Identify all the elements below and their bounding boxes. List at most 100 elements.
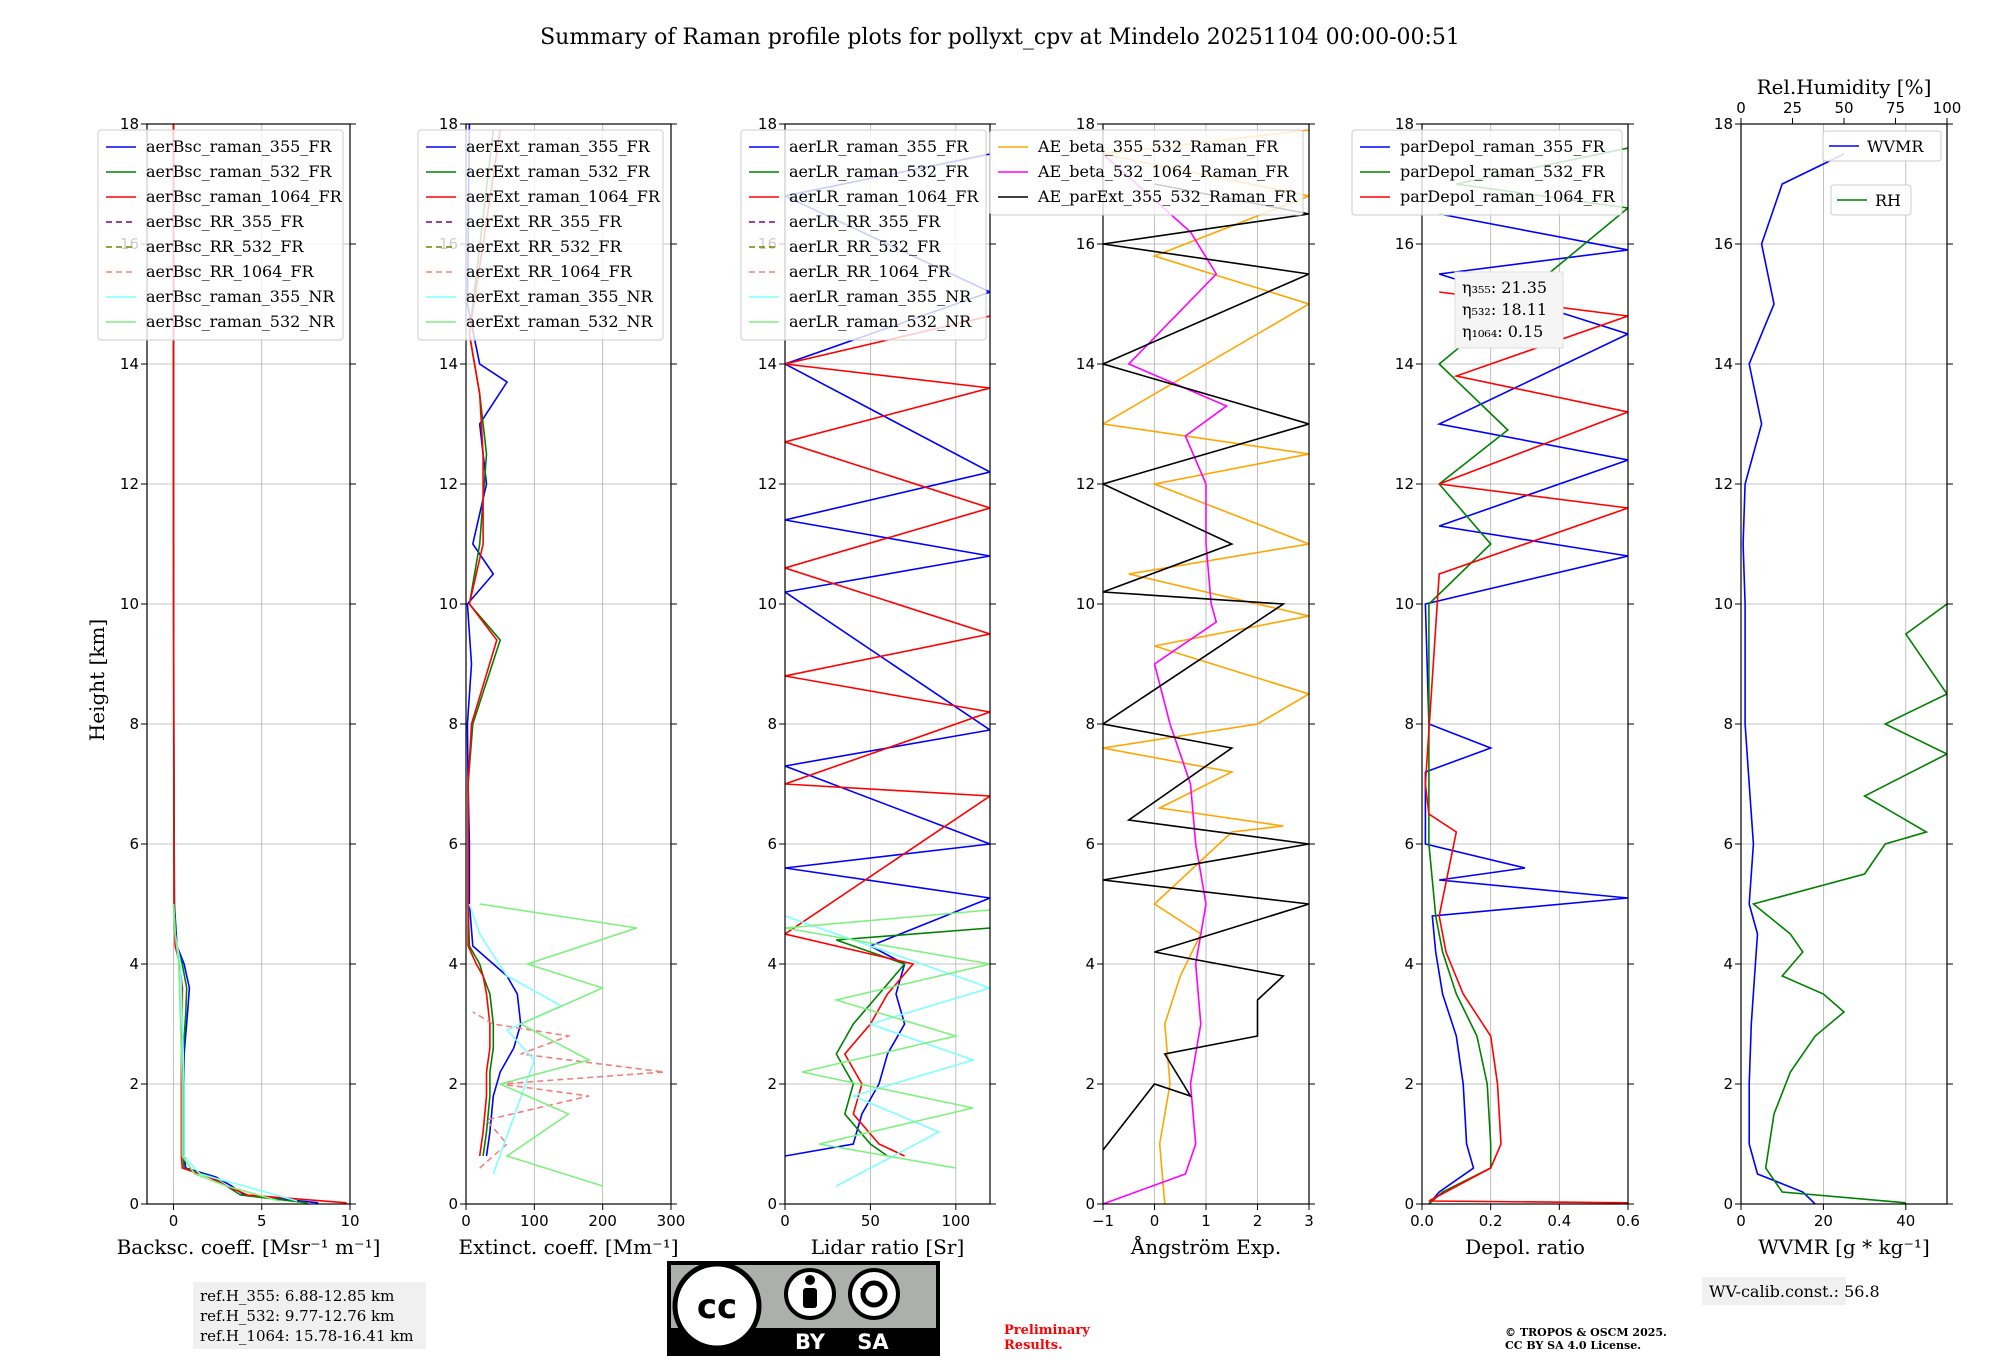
x-tick-label: 300 <box>657 1212 686 1230</box>
ref-height-1064: ref.H_1064: 15.78-16.41 km <box>200 1327 413 1345</box>
y-tick-label: 16 <box>1076 235 1095 253</box>
top-axis-label: Rel.Humidity [%] <box>1757 75 1932 99</box>
y-tick-label: 8 <box>767 715 777 733</box>
y-axis-label: Height [km] <box>85 619 109 741</box>
legend-label: aerLR_RR_1064_FR <box>789 262 951 281</box>
legend-frame <box>1351 129 1623 216</box>
axes-frame <box>1421 123 1629 1205</box>
y-tick-label: 12 <box>758 475 777 493</box>
preliminary-line-1: Preliminary <box>1004 1323 1090 1338</box>
panel-lr: 024681012141618050100Lidar ratio [Sr]aer… <box>740 115 996 1259</box>
y-tick-label: 8 <box>1723 715 1733 733</box>
x-axis-label: Backsc. coeff. [Msr⁻¹ m⁻¹] <box>117 1235 381 1259</box>
y-tick-label: 6 <box>129 835 139 853</box>
y-tick-label: 10 <box>120 595 139 613</box>
x-tick-label: 1 <box>1201 1212 1211 1230</box>
legend-label: aerExt_RR_532_FR <box>466 237 623 256</box>
legend-label: aerLR_raman_532_NR <box>789 312 972 331</box>
legend-label: aerExt_raman_1064_FR <box>466 187 661 206</box>
legend-label: parDepol_raman_532_FR <box>1400 162 1606 181</box>
series-line-aerBsc_raman_532_NR <box>172 903 280 1202</box>
series-group <box>172 124 347 1204</box>
legend-label: aerExt_RR_1064_FR <box>466 262 633 281</box>
x-tick-label: 40 <box>1896 1212 1915 1230</box>
axes-frame <box>465 123 672 1205</box>
eta-value-0: η₃₅₅: 21.35 <box>1462 278 1547 297</box>
y-tick-label: 6 <box>1404 835 1414 853</box>
y-tick-label: 14 <box>1076 355 1095 373</box>
legend-frame <box>740 129 987 341</box>
legend-label: aerLR_raman_532_FR <box>789 162 969 181</box>
legend-label: aerBsc_raman_355_NR <box>146 287 335 306</box>
y-tick-label: 4 <box>129 955 139 973</box>
y-tick-label: 12 <box>1395 475 1414 493</box>
x-tick-label: 200 <box>588 1212 617 1230</box>
top-x-tick-label: 100 <box>1933 99 1962 117</box>
legend-frame <box>1822 130 1942 162</box>
y-tick-label: 10 <box>439 595 458 613</box>
x-tick-label: −1 <box>1092 1212 1114 1230</box>
series-line-aerExt_raman_532_NR <box>479 903 638 1187</box>
top-x-tick-label: 50 <box>1834 99 1853 117</box>
series-line-aerLR_raman_532_FR <box>835 927 990 1157</box>
series-line-RH <box>1751 602 1947 1204</box>
axes-frame <box>1102 123 1310 1205</box>
y-tick-label: 4 <box>448 955 458 973</box>
x-tick-label: 0 <box>1150 1212 1160 1230</box>
x-tick-label: 0 <box>461 1212 471 1230</box>
wv-calib-box: WV-calib.const.: 56.8 <box>1702 1277 1880 1305</box>
series-group <box>466 124 665 1187</box>
legend-label: aerBsc_RR_355_FR <box>146 212 304 231</box>
x-tick-label: 3 <box>1304 1212 1314 1230</box>
legend-label: aerLR_raman_1064_FR <box>789 187 979 206</box>
x-tick-label: 0 <box>780 1212 790 1230</box>
legend-label: aerLR_raman_355_NR <box>789 287 972 306</box>
series-line-WVMR <box>1742 153 1845 1204</box>
panels: 0246810121416180510Backsc. coeff. [Msr⁻¹… <box>97 75 1962 1259</box>
legend-label: AE_parExt_355_532_Raman_FR <box>1037 187 1298 206</box>
copyright-line-2: CC BY SA 4.0 License. <box>1505 1339 1641 1352</box>
series-line-aerBsc_raman_355_NR <box>172 903 298 1202</box>
eta-box-frame <box>1454 271 1564 349</box>
axes-frame <box>1740 123 1948 1205</box>
wv-calib-text: WV-calib.const.: 56.8 <box>1709 1282 1880 1301</box>
ref-height-532: ref.H_532: 9.77-12.76 km <box>200 1307 394 1325</box>
x-axis-label: Ångström Exp. <box>1130 1234 1281 1259</box>
legend-label: aerExt_raman_532_NR <box>466 312 654 331</box>
y-tick-label: 18 <box>1714 115 1733 133</box>
legend-label: aerBsc_RR_1064_FR <box>146 262 315 281</box>
eta-box: η₃₅₅: 21.35 η₅₃₂: 18.11 η₁₀₆₄: 0.15 <box>1454 271 1564 349</box>
series-line-aerExt_RR_1064_FR <box>472 1011 665 1169</box>
legend-frame <box>417 129 664 341</box>
y-tick-label: 10 <box>1714 595 1733 613</box>
legend-label: aerBsc_RR_532_FR <box>146 237 304 256</box>
y-tick-label: 4 <box>767 955 777 973</box>
legend-frame <box>97 129 344 341</box>
cc-logo-text: cc <box>697 1287 737 1327</box>
legend: aerLR_raman_355_FR aerLR_raman_532_FR aerL… <box>740 129 987 341</box>
y-tick-label: 12 <box>1714 475 1733 493</box>
y-tick-label: 16 <box>1714 235 1733 253</box>
legend-rh: RH <box>1830 184 1912 216</box>
y-tick-label: 18 <box>1076 115 1095 133</box>
y-tick-label: 12 <box>439 475 458 493</box>
x-tick-label: 10 <box>340 1212 359 1230</box>
legend-label: aerExt_raman_532_FR <box>466 162 651 181</box>
y-tick-label: 14 <box>439 355 458 373</box>
y-tick-label: 0 <box>767 1195 777 1213</box>
by-person-icon <box>784 1268 836 1320</box>
y-tick-label: 14 <box>758 355 777 373</box>
y-tick-label: 2 <box>129 1075 139 1093</box>
y-tick-label: 4 <box>1723 955 1733 973</box>
top-x-tick-label: 25 <box>1783 99 1802 117</box>
y-tick-label: 0 <box>1085 1195 1095 1213</box>
legend: parDepol_raman_355_FR parDepol_raman_532_… <box>1351 129 1623 216</box>
legend-label: aerBsc_raman_532_NR <box>146 312 335 331</box>
legend-label: aerBsc_raman_532_FR <box>146 162 332 181</box>
figure-title: Summary of Raman profile plots for polly… <box>540 25 1460 50</box>
panel-ext: 0246810121416180100200300Extinct. coeff.… <box>417 115 686 1259</box>
series-group <box>1742 153 1947 1204</box>
x-tick-label: 50 <box>861 1212 880 1230</box>
y-tick-label: 2 <box>1085 1075 1095 1093</box>
series-line-parDepol_raman_1064_FR <box>1424 291 1628 1204</box>
